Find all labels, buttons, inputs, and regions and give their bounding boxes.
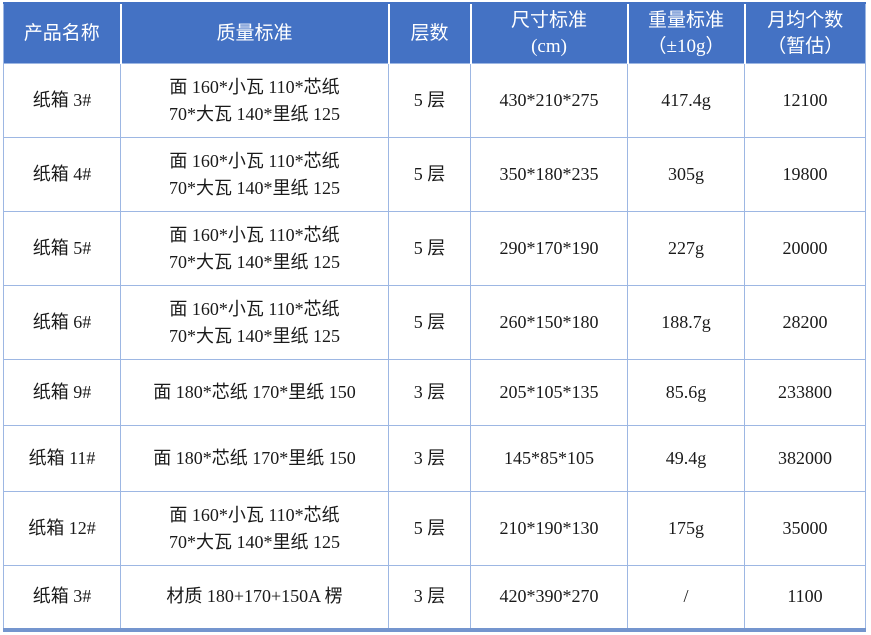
cell-size-standard: 205*105*135 <box>470 359 628 426</box>
cell-layer-count: 5 层 <box>388 211 471 286</box>
table-row: 纸箱 9# 面 180*芯纸 170*里纸 150 3 层 205*105*13… <box>3 359 866 426</box>
product-spec-table: 产品名称 质量标准 层数 尺寸标准 (cm) 重量标准 （±10g） 月均个数 … <box>3 2 866 632</box>
table-row: 纸箱 11# 面 180*芯纸 170*里纸 150 3 层 145*85*10… <box>3 425 866 492</box>
table-row: 纸箱 6# 面 160*小瓦 110*芯纸 70*大瓦 140*里纸 125 5… <box>3 285 866 360</box>
column-header-monthly-quantity: 月均个数 （暂估） <box>743 2 866 64</box>
cell-monthly-quantity: 1100 <box>744 565 866 630</box>
cell-weight-standard: 188.7g <box>627 285 745 360</box>
table-row: 纸箱 5# 面 160*小瓦 110*芯纸 70*大瓦 140*里纸 125 5… <box>3 211 866 286</box>
cell-size-standard: 145*85*105 <box>470 425 628 492</box>
cell-layer-count: 5 层 <box>388 491 471 566</box>
cell-weight-standard: / <box>627 565 745 630</box>
cell-product-name: 纸箱 12# <box>3 491 121 566</box>
table-header: 产品名称 质量标准 层数 尺寸标准 (cm) 重量标准 （±10g） 月均个数 … <box>3 2 866 64</box>
cell-quality-standard: 面 180*芯纸 170*里纸 150 <box>120 359 389 426</box>
cell-weight-standard: 49.4g <box>627 425 745 492</box>
cell-product-name: 纸箱 9# <box>3 359 121 426</box>
cell-size-standard: 420*390*270 <box>470 565 628 630</box>
cell-quality-standard: 材质 180+170+150A 楞 <box>120 565 389 630</box>
cell-size-standard: 260*150*180 <box>470 285 628 360</box>
cell-size-standard: 350*180*235 <box>470 137 628 212</box>
table-body: 纸箱 3# 面 160*小瓦 110*芯纸 70*大瓦 140*里纸 125 5… <box>3 63 866 630</box>
cell-layer-count: 5 层 <box>388 63 471 138</box>
cell-monthly-quantity: 19800 <box>744 137 866 212</box>
table-row: 纸箱 3# 材质 180+170+150A 楞 3 层 420*390*270 … <box>3 565 866 630</box>
cell-product-name: 纸箱 4# <box>3 137 121 212</box>
cell-quality-standard: 面 160*小瓦 110*芯纸 70*大瓦 140*里纸 125 <box>120 285 389 360</box>
cell-monthly-quantity: 233800 <box>744 359 866 426</box>
cell-quality-standard: 面 160*小瓦 110*芯纸 70*大瓦 140*里纸 125 <box>120 211 389 286</box>
cell-layer-count: 3 层 <box>388 425 471 492</box>
cell-monthly-quantity: 382000 <box>744 425 866 492</box>
table-row: 纸箱 4# 面 160*小瓦 110*芯纸 70*大瓦 140*里纸 125 5… <box>3 137 866 212</box>
cell-quality-standard: 面 160*小瓦 110*芯纸 70*大瓦 140*里纸 125 <box>120 491 389 566</box>
cell-quality-standard: 面 180*芯纸 170*里纸 150 <box>120 425 389 492</box>
cell-size-standard: 290*170*190 <box>470 211 628 286</box>
column-header-product-name: 产品名称 <box>3 2 121 64</box>
cell-product-name: 纸箱 11# <box>3 425 121 492</box>
cell-weight-standard: 85.6g <box>627 359 745 426</box>
table-row: 纸箱 3# 面 160*小瓦 110*芯纸 70*大瓦 140*里纸 125 5… <box>3 63 866 138</box>
cell-layer-count: 5 层 <box>388 137 471 212</box>
cell-weight-standard: 227g <box>627 211 745 286</box>
cell-monthly-quantity: 35000 <box>744 491 866 566</box>
cell-size-standard: 210*190*130 <box>470 491 628 566</box>
cell-monthly-quantity: 28200 <box>744 285 866 360</box>
cell-product-name: 纸箱 5# <box>3 211 121 286</box>
cell-weight-standard: 175g <box>627 491 745 566</box>
cell-weight-standard: 305g <box>627 137 745 212</box>
cell-layer-count: 5 层 <box>388 285 471 360</box>
table-row: 纸箱 12# 面 160*小瓦 110*芯纸 70*大瓦 140*里纸 125 … <box>3 491 866 566</box>
cell-size-standard: 430*210*275 <box>470 63 628 138</box>
cell-monthly-quantity: 12100 <box>744 63 866 138</box>
cell-quality-standard: 面 160*小瓦 110*芯纸 70*大瓦 140*里纸 125 <box>120 63 389 138</box>
cell-weight-standard: 417.4g <box>627 63 745 138</box>
cell-product-name: 纸箱 3# <box>3 63 121 138</box>
column-header-weight-standard: 重量标准 （±10g） <box>626 2 745 64</box>
cell-layer-count: 3 层 <box>388 565 471 630</box>
cell-product-name: 纸箱 6# <box>3 285 121 360</box>
column-header-quality-standard: 质量标准 <box>119 2 389 64</box>
cell-product-name: 纸箱 3# <box>3 565 121 630</box>
column-header-layer-count: 层数 <box>387 2 471 64</box>
header-row: 产品名称 质量标准 层数 尺寸标准 (cm) 重量标准 （±10g） 月均个数 … <box>3 2 866 64</box>
column-header-size-standard: 尺寸标准 (cm) <box>469 2 628 64</box>
cell-quality-standard: 面 160*小瓦 110*芯纸 70*大瓦 140*里纸 125 <box>120 137 389 212</box>
cell-monthly-quantity: 20000 <box>744 211 866 286</box>
cell-layer-count: 3 层 <box>388 359 471 426</box>
